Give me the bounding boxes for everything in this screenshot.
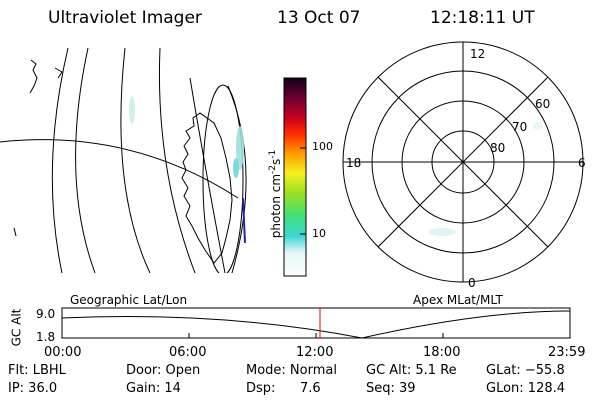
time-tick-2359: 23:59 bbox=[548, 345, 586, 360]
apex-panel-label: Apex MLat/MLT bbox=[413, 293, 503, 307]
dsp-value: 7.6 bbox=[300, 381, 321, 396]
date-label: 13 Oct 07 bbox=[277, 8, 361, 28]
uv-emission bbox=[129, 96, 244, 178]
mlat-label-70: 70 bbox=[512, 120, 528, 134]
polar-plot bbox=[342, 41, 584, 283]
time-tick-0000: 00:00 bbox=[44, 345, 82, 360]
geographic-panel-label: Geographic Lat/Lon bbox=[70, 293, 188, 307]
altitude-plot bbox=[61, 307, 571, 339]
mlt-label-12: 12 bbox=[470, 47, 486, 61]
seq-info: Seq: 39 bbox=[366, 381, 416, 396]
door-info: Door: Open bbox=[126, 363, 201, 378]
gc-alt-info: GC Alt: 5.1 Re bbox=[366, 363, 457, 378]
mlat-label-80: 80 bbox=[490, 141, 506, 155]
colorbar-tick-10: 10 bbox=[312, 227, 326, 240]
altitude-tick-9: 9.0 bbox=[36, 307, 56, 321]
time-label: 12:18:11 UT bbox=[430, 8, 535, 28]
time-tick-1800: 18:00 bbox=[423, 345, 461, 360]
glon-info: GLon: 128.4 bbox=[486, 381, 566, 396]
time-tick-0600: 06:00 bbox=[169, 345, 207, 360]
altitude-axis-label: GC Alt bbox=[9, 308, 24, 347]
mlat-label-60: 60 bbox=[535, 97, 551, 111]
colorbar-tick-100: 100 bbox=[312, 140, 333, 153]
dsp-label: Dsp: bbox=[246, 381, 276, 396]
instrument-title: Ultraviolet Imager bbox=[48, 8, 202, 28]
ip-info: IP: 36.0 bbox=[8, 381, 58, 396]
geographic-map bbox=[0, 48, 247, 273]
glat-info: GLat: −55.8 bbox=[486, 363, 565, 378]
altitude-tick-1-8: 1.8 bbox=[36, 330, 56, 344]
colorbar-unit-label: photon cm-2s-1 bbox=[268, 149, 283, 239]
mlt-label-6: 6 bbox=[578, 156, 586, 170]
mode-info: Mode: Normal bbox=[246, 363, 337, 378]
mlt-label-0: 0 bbox=[468, 276, 476, 290]
mlt-label-18: 18 bbox=[346, 156, 362, 170]
time-tick-1200: 12:00 bbox=[296, 345, 334, 360]
gain-info: Gain: 14 bbox=[126, 381, 181, 396]
colorbar bbox=[283, 77, 307, 277]
filter-info: Flt: LBHL bbox=[8, 363, 66, 378]
